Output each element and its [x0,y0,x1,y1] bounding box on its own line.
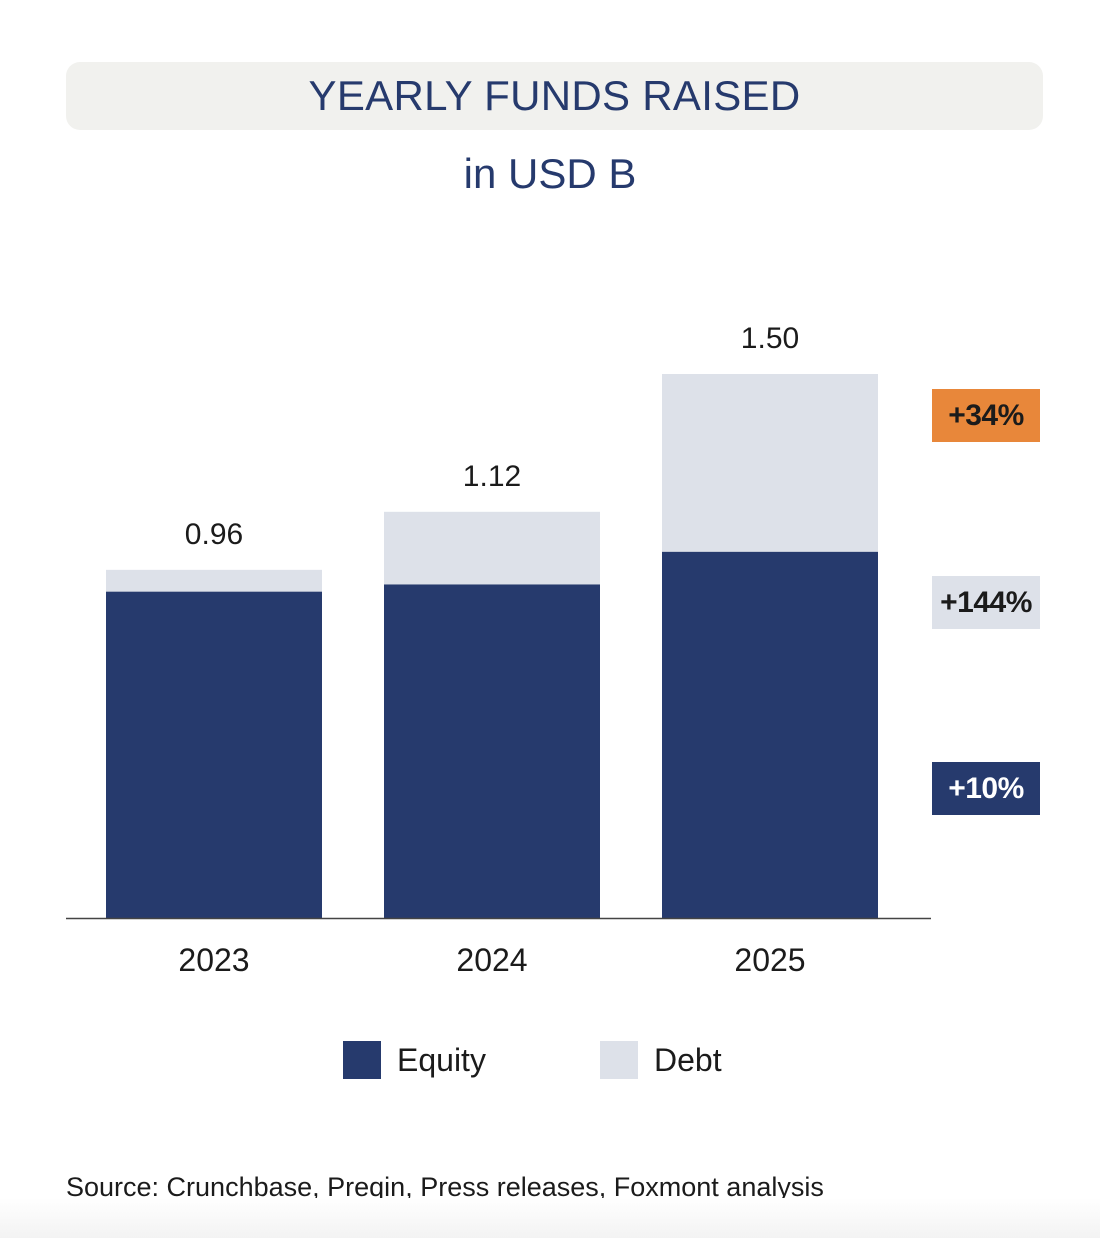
bar-debt-2024 [384,511,600,585]
bar-equity-2024 [384,584,600,918]
legend-swatch-equity [343,1041,381,1079]
x-tick-2023: 2023 [178,942,249,978]
growth-badge-equity: +10% [932,762,1040,815]
chart-plot: 0.96 2023 1.12 2024 1.50 2025 [66,322,931,978]
x-tick-2025: 2025 [734,942,805,978]
bar-equity-2023 [106,591,322,918]
legend-item-debt: Debt [600,1041,722,1079]
bar-equity-2025 [662,551,878,918]
legend-item-equity: Equity [343,1041,486,1079]
bottom-fade [0,1198,1100,1238]
total-label-2024: 1.12 [463,460,521,493]
bar-debt-2023 [106,569,322,592]
legend-swatch-debt [600,1041,638,1079]
title-banner: YEARLY FUNDS RAISED [66,62,1043,130]
legend-label-debt: Debt [654,1041,722,1078]
total-label-2025: 1.50 [741,322,799,355]
source-note: Source: Crunchbase, Preqin, Press releas… [66,1172,824,1202]
total-label-2023: 0.96 [185,518,243,551]
growth-badge-debt: +144% [932,576,1040,629]
x-tick-2024: 2024 [456,942,527,978]
legend-label-equity: Equity [397,1041,486,1078]
growth-badge-total: +34% [932,389,1040,442]
chart-subtitle: in USD B [463,150,637,197]
bar-debt-2025 [662,374,878,552]
chart-title: YEARLY FUNDS RAISED [308,72,801,119]
